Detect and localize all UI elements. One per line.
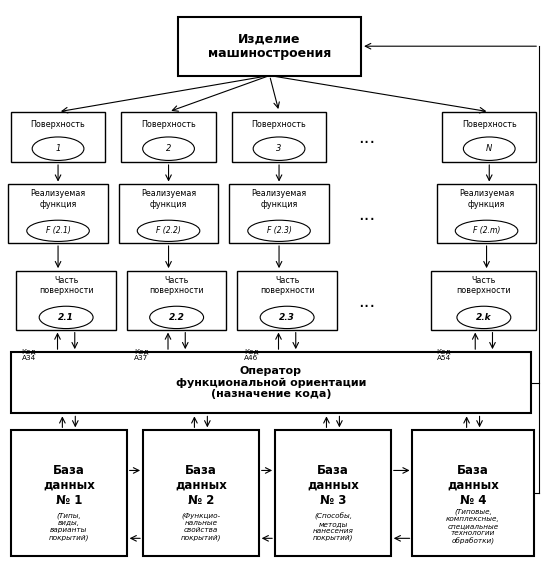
Text: 2: 2 (166, 144, 171, 153)
Text: Реализуемая
функция: Реализуемая функция (459, 189, 514, 209)
Bar (11, 352, 531, 413)
Ellipse shape (248, 220, 310, 242)
Text: 1: 1 (56, 144, 60, 153)
Text: (Типовые,
комплексные,
специальные
технологии
обработки): (Типовые, комплексные, специальные техно… (446, 509, 500, 545)
Text: Часть
поверхности: Часть поверхности (260, 276, 315, 295)
Bar (11, 112, 105, 162)
Text: N: N (486, 144, 492, 153)
Bar (237, 271, 337, 329)
Text: Код
А54: Код А54 (437, 348, 452, 361)
Text: Часть
поверхности: Часть поверхности (39, 276, 94, 295)
Ellipse shape (150, 306, 204, 328)
Ellipse shape (142, 137, 194, 160)
Text: ...: ... (358, 293, 375, 311)
Bar (122, 112, 216, 162)
Text: База
данных
№ 3: База данных № 3 (307, 464, 359, 507)
Text: F (2.m): F (2.m) (473, 226, 500, 235)
Ellipse shape (253, 137, 305, 160)
Ellipse shape (39, 306, 93, 328)
Text: 2.k: 2.k (476, 313, 492, 322)
Text: Поверхность: Поверхность (31, 120, 85, 129)
Ellipse shape (455, 220, 518, 242)
Bar (232, 112, 326, 162)
Bar (437, 185, 536, 243)
Text: Поверхность: Поверхность (141, 120, 196, 129)
Text: Изделие
машиностроения: Изделие машиностроения (208, 32, 331, 60)
Bar (442, 112, 536, 162)
Text: F (2.1): F (2.1) (46, 226, 70, 235)
Text: Реализуемая
функция: Реализуемая функция (251, 189, 307, 209)
Text: Оператор
функциональной ориентации
(назначение кода): Оператор функциональной ориентации (назн… (176, 366, 366, 400)
Ellipse shape (27, 220, 89, 242)
Text: F (2.3): F (2.3) (267, 226, 292, 235)
Text: 3: 3 (276, 144, 282, 153)
Bar (431, 271, 536, 329)
Ellipse shape (138, 220, 200, 242)
Text: Реализуемая
функция: Реализуемая функция (141, 189, 196, 209)
Ellipse shape (32, 137, 84, 160)
Text: 2.2: 2.2 (169, 313, 185, 322)
Text: Поверхность: Поверхность (252, 120, 306, 129)
Ellipse shape (457, 306, 511, 328)
Text: ...: ... (358, 129, 375, 147)
Text: Поверхность: Поверхность (462, 120, 516, 129)
Text: База
данных
№ 4: База данных № 4 (447, 464, 499, 507)
Bar (8, 185, 108, 243)
Text: База
данных
№ 2: База данных № 2 (175, 464, 227, 507)
Text: (Функцио-
нальные
свойства
покрытий): (Функцио- нальные свойства покрытий) (180, 513, 221, 541)
Text: Реализуемая
функция: Реализуемая функция (30, 189, 86, 209)
Bar (275, 430, 391, 556)
Text: Часть
поверхности: Часть поверхности (149, 276, 204, 295)
Bar (16, 271, 116, 329)
Bar (126, 271, 227, 329)
Bar (143, 430, 259, 556)
Text: Код
А46: Код А46 (244, 348, 259, 361)
Text: Часть
поверхности: Часть поверхности (456, 276, 511, 295)
Text: Код
А37: Код А37 (134, 348, 149, 361)
Text: ...: ... (358, 206, 375, 224)
Text: 2.3: 2.3 (279, 313, 295, 322)
Text: F (2.2): F (2.2) (156, 226, 181, 235)
Bar (229, 185, 329, 243)
Text: 2.1: 2.1 (58, 313, 74, 322)
Ellipse shape (260, 306, 314, 328)
Text: База
данных
№ 1: База данных № 1 (43, 464, 95, 507)
Ellipse shape (464, 137, 515, 160)
Text: (Типы,
виды,
варианты
покрытий): (Типы, виды, варианты покрытий) (48, 513, 89, 541)
Text: Код
А34: Код А34 (21, 348, 36, 361)
Bar (119, 185, 218, 243)
Bar (412, 430, 534, 556)
Text: (Способы,
методы
нанесения
покрытий): (Способы, методы нанесения покрытий) (312, 512, 354, 542)
Bar (11, 430, 127, 556)
Bar (178, 17, 361, 76)
